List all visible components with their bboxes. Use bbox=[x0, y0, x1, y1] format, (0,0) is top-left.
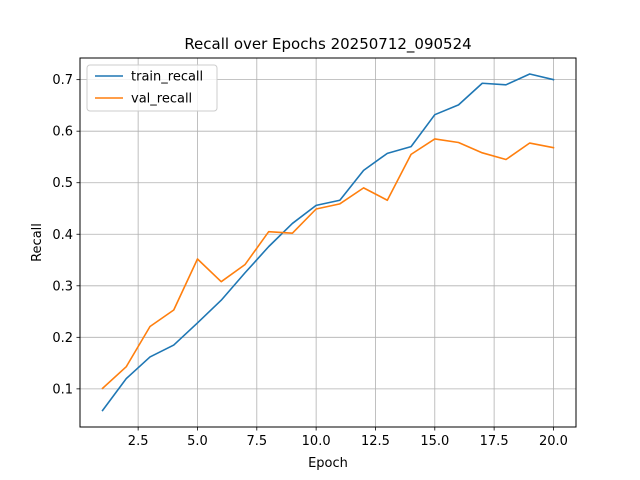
x-tick-label: 17.5 bbox=[480, 434, 509, 449]
series-line-val_recall bbox=[101, 138, 555, 390]
y-tick-label: 0.2 bbox=[52, 331, 73, 346]
legend: train_recall val_recall bbox=[86, 64, 218, 112]
y-tick-label: 0.1 bbox=[52, 382, 73, 397]
x-tick-label: 15.0 bbox=[420, 434, 449, 449]
legend-label-val_recall: val_recall bbox=[131, 92, 192, 107]
chart-title: Recall over Epochs 20250712_090524 bbox=[184, 35, 471, 54]
x-tick-label: 10.0 bbox=[302, 434, 331, 449]
y-tick-label: 0.3 bbox=[52, 279, 73, 294]
x-axis-label: Epoch bbox=[308, 456, 348, 471]
legend-label-train_recall: train_recall bbox=[131, 70, 203, 85]
x-tick-label: 2.5 bbox=[128, 434, 149, 449]
grid-lines bbox=[80, 58, 576, 427]
x-tick-label: 20.0 bbox=[539, 434, 568, 449]
y-axis-label: Recall bbox=[30, 223, 45, 262]
y-tick-label: 0.6 bbox=[52, 125, 73, 140]
x-tick-label: 7.5 bbox=[246, 434, 267, 449]
axis-ticks: 2.5 5.0 7.5 10.0 12.5 15.0 17.5 20.0 0.1 0.2 0.3 0.… bbox=[52, 73, 568, 449]
plot-frame bbox=[79, 57, 577, 428]
x-tick-label: 12.5 bbox=[361, 434, 390, 449]
y-tick-label: 0.5 bbox=[52, 176, 73, 191]
x-tick-label: 5.0 bbox=[187, 434, 208, 449]
series-lines bbox=[101, 73, 555, 412]
series-line-train_recall bbox=[101, 73, 555, 412]
y-tick-label: 0.4 bbox=[52, 228, 73, 243]
y-tick-label: 0.7 bbox=[52, 73, 73, 88]
